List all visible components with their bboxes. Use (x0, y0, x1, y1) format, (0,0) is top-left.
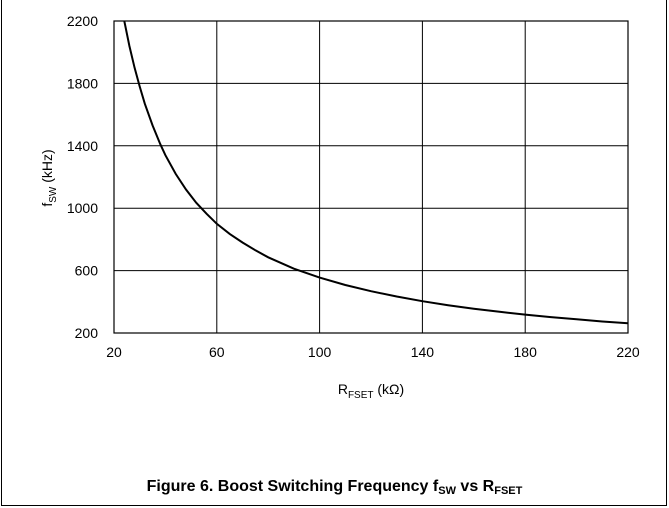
x-axis-label-main: R (338, 381, 348, 397)
plot-border (113, 20, 629, 334)
caption-prefix: Figure 6. Boost Switching Frequency f (146, 478, 439, 495)
caption-sub-sw: SW (438, 485, 456, 497)
figure-caption: Figure 6. Boost Switching Frequency fSW … (0, 478, 669, 497)
x-tick-label-5: 220 (616, 344, 640, 360)
x-axis-label: RFSET (kΩ) (338, 381, 404, 401)
x-tick-label-2: 100 (308, 344, 332, 360)
y-tick-label-4: 1800 (67, 75, 98, 91)
caption-middle: vs R (455, 478, 495, 495)
y-tick-label-5: 2200 (67, 13, 98, 29)
chart: 20 60 100 140 180 220 2006001000140018002200 … (39, 13, 640, 401)
y-tick-label-2: 1000 (67, 200, 98, 216)
series-line (123, 20, 629, 325)
x-axis-label-sub: FSET (348, 390, 374, 401)
y-axis-label-unit: (kHz) (39, 149, 55, 186)
x-tick-label-0: 20 (106, 344, 122, 360)
caption-sub-fset: FSET (494, 485, 523, 497)
y-axis-label-main: f (39, 203, 55, 207)
grid (113, 20, 629, 334)
y-tick-labels: 200 600 1000 1400 1800 2200 (67, 13, 98, 341)
x-tick-labels: 20 60 100 140 180 220 (106, 344, 640, 360)
x-tick-label-1: 60 (209, 344, 225, 360)
y-axis-label: fSW (kHz) (39, 149, 59, 206)
x-tick-label-4: 180 (514, 344, 538, 360)
y-tick-label-1: 600 (75, 263, 99, 279)
y-tick-label-0: 200 (75, 325, 99, 341)
y-tick-label-3: 1400 (67, 138, 98, 154)
y-axis-label-sub: SW (48, 186, 59, 203)
x-tick-label-3: 140 (411, 344, 435, 360)
x-axis-label-unit: (kΩ) (374, 381, 405, 397)
